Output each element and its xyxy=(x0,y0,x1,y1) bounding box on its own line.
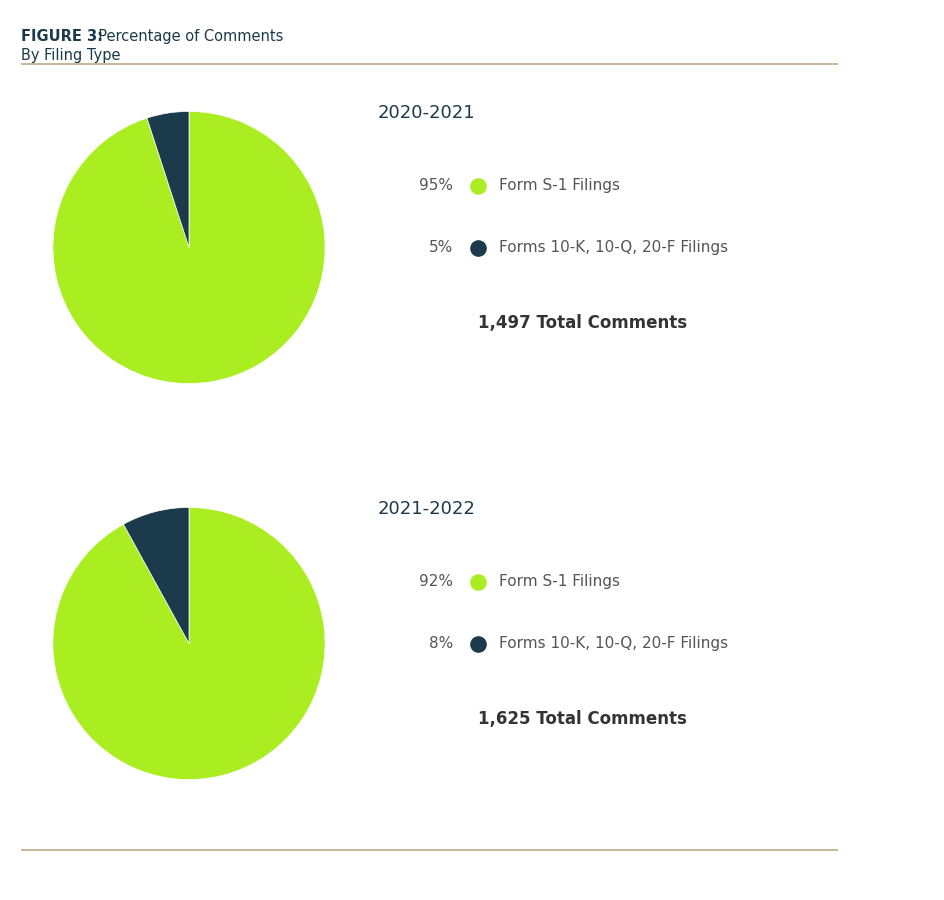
Point xyxy=(469,179,484,194)
Text: 2021-2022: 2021-2022 xyxy=(378,500,476,518)
Text: Form S-1 Filings: Form S-1 Filings xyxy=(498,178,619,194)
Text: 8%: 8% xyxy=(429,636,453,651)
Text: Percentage of Comments: Percentage of Comments xyxy=(89,29,283,44)
Wedge shape xyxy=(53,508,325,779)
Text: FIGURE 3:: FIGURE 3: xyxy=(21,29,103,44)
Wedge shape xyxy=(147,112,189,248)
Point xyxy=(469,636,484,651)
Text: 95%: 95% xyxy=(419,178,453,194)
Wedge shape xyxy=(53,112,325,383)
Text: 1,625 Total Comments: 1,625 Total Comments xyxy=(477,710,685,728)
Text: 1,497 Total Comments: 1,497 Total Comments xyxy=(477,314,686,332)
Wedge shape xyxy=(124,508,189,644)
Text: 92%: 92% xyxy=(419,574,453,590)
Text: 2020-2021: 2020-2021 xyxy=(378,104,475,122)
Text: 5%: 5% xyxy=(429,240,453,255)
Text: Forms 10-K, 10-Q, 20-F Filings: Forms 10-K, 10-Q, 20-F Filings xyxy=(498,636,728,651)
Text: Forms 10-K, 10-Q, 20-F Filings: Forms 10-K, 10-Q, 20-F Filings xyxy=(498,240,728,255)
Text: By Filing Type: By Filing Type xyxy=(21,48,120,63)
Point xyxy=(469,240,484,255)
Point xyxy=(469,575,484,590)
Text: Form S-1 Filings: Form S-1 Filings xyxy=(498,574,619,590)
